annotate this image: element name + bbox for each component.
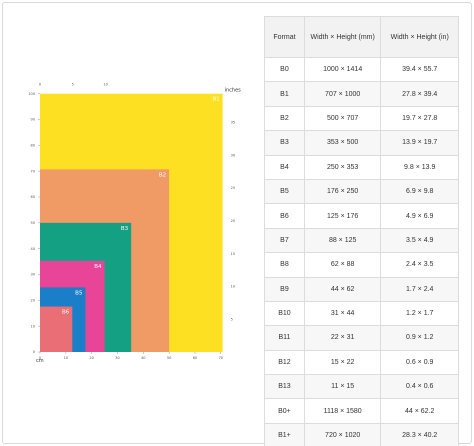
cell-format: B1+: [264, 422, 305, 446]
cell-size-in: 0.4 × 0.6: [380, 374, 459, 400]
table-row: B1 707 × 1000 27.8 × 39.4: [264, 81, 459, 107]
cell-size-in: 1.2 × 1.7: [380, 300, 459, 327]
cell-size-in: 9.8 × 13.9: [380, 154, 459, 180]
cell-format: B11: [264, 325, 305, 351]
cell-size-in: 6.9 × 9.8: [380, 178, 459, 205]
cell-format: B13: [264, 374, 305, 400]
cell-size-in: 4.9 × 6.9: [380, 203, 459, 229]
cell-format: B10: [264, 300, 305, 327]
table-body: B0 1000 × 1414 39.4 × 55.7 B1 707 × 1000 27.8…: [264, 56, 459, 446]
cell-size-mm: 707 × 1000: [303, 81, 382, 107]
cell-size-mm: 1000 × 1414: [303, 56, 382, 83]
cell-size-in: 3.5 × 4.9: [380, 227, 459, 254]
table-header-row: Format Width × Height (mm) Width × Heigh…: [264, 16, 459, 58]
cell-format: B4: [264, 154, 305, 180]
table-row: B2 500 × 707 19.7 × 27.8: [264, 105, 459, 132]
cell-format: B8: [264, 252, 305, 278]
header-size-in: Width × Height (in): [380, 16, 459, 58]
cell-size-mm: 125 × 176: [303, 203, 382, 229]
cell-size-mm: 31 × 44: [303, 300, 382, 327]
header-format: Format: [264, 16, 305, 58]
cell-size-in: 0.6 × 0.9: [380, 349, 459, 376]
cell-format: B3: [264, 130, 305, 156]
table-row: B7 88 × 125 3.5 × 4.9: [264, 227, 459, 254]
cell-format: B9: [264, 276, 305, 302]
table-row: B4 250 × 353 9.8 × 13.9: [264, 154, 459, 180]
table-row: B0+ 1118 × 1580 44 × 62.2: [264, 398, 459, 424]
cell-size-mm: 353 × 500: [303, 130, 382, 156]
cell-size-mm: 720 × 1020: [303, 422, 382, 446]
cell-format: B7: [264, 227, 305, 254]
cell-size-mm: 15 × 22: [303, 349, 382, 376]
cell-size-mm: 62 × 88: [303, 252, 382, 278]
header-size-mm: Width × Height (mm): [303, 16, 382, 58]
b-series-size-table: Format Width × Height (mm) Width × Heigh…: [264, 16, 459, 446]
table-row: B1+ 720 × 1020 28.3 × 40.2: [264, 422, 459, 446]
cell-format: B1: [264, 81, 305, 107]
table-row: B13 11 × 15 0.4 × 0.6: [264, 374, 459, 400]
cell-format: B0+: [264, 398, 305, 424]
table-row: B12 15 × 22 0.6 × 0.9: [264, 349, 459, 376]
table-row: B10 31 × 44 1.2 × 1.7: [264, 300, 459, 327]
table-row: B6 125 × 176 4.9 × 6.9: [264, 203, 459, 229]
cell-format: B6: [264, 203, 305, 229]
cell-size-in: 28.3 × 40.2: [380, 422, 459, 446]
cell-size-mm: 176 × 250: [303, 178, 382, 205]
cell-size-mm: 22 × 31: [303, 325, 382, 351]
cell-format: B0: [264, 56, 305, 83]
cell-size-in: 19.7 × 27.8: [380, 105, 459, 132]
cell-format: B5: [264, 178, 305, 205]
cell-size-in: 44 × 62.2: [380, 398, 459, 424]
cell-size-mm: 1118 × 1580: [303, 398, 382, 424]
cell-size-in: 13.9 × 19.7: [380, 130, 459, 156]
table-row: B0 1000 × 1414 39.4 × 55.7: [264, 56, 459, 83]
cell-size-in: 1.7 × 2.4: [380, 276, 459, 302]
table-row: B5 176 × 250 6.9 × 9.8: [264, 178, 459, 205]
cell-size-mm: 250 × 353: [303, 154, 382, 180]
cell-size-mm: 500 × 707: [303, 105, 382, 132]
cell-size-mm: 11 × 15: [303, 374, 382, 400]
cell-size-in: 27.8 × 39.4: [380, 81, 459, 107]
cell-size-in: 2.4 × 3.5: [380, 252, 459, 278]
table-row: B3 353 × 500 13.9 × 19.7: [264, 130, 459, 156]
cell-format: B2: [264, 105, 305, 132]
table-row: B8 62 × 88 2.4 × 3.5: [264, 252, 459, 278]
cell-size-mm: 88 × 125: [303, 227, 382, 254]
table-row: B9 44 × 62 1.7 × 2.4: [264, 276, 459, 302]
cell-format: B12: [264, 349, 305, 376]
cell-size-in: 39.4 × 55.7: [380, 56, 459, 83]
cell-size-mm: 44 × 62: [303, 276, 382, 302]
cell-size-in: 0.9 × 1.2: [380, 325, 459, 351]
table-row: B11 22 × 31 0.9 × 1.2: [264, 325, 459, 351]
